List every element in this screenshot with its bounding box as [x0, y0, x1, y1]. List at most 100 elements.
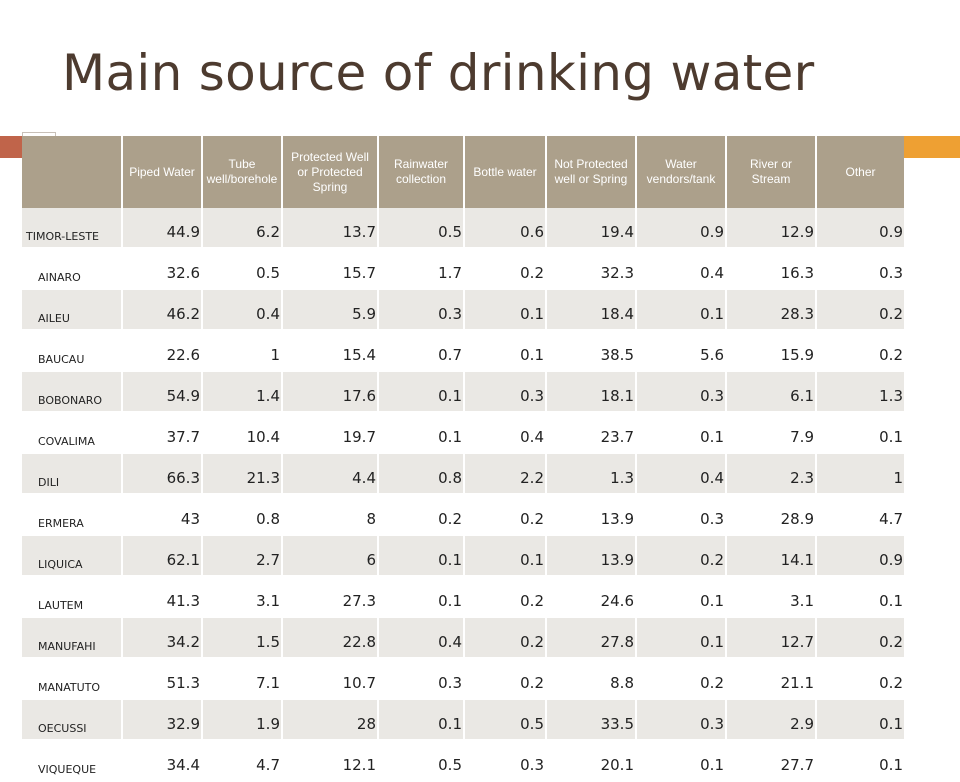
table-cell: 0.1: [378, 371, 465, 413]
column-header: Protected Well or Protected Spring: [282, 136, 379, 208]
table-cell: 24.6: [546, 576, 637, 618]
row-label: LAUTEM: [22, 576, 123, 618]
column-header: Not Protected well or Spring: [546, 136, 637, 208]
row-label: BOBONARO: [22, 371, 123, 413]
row-label: MANUFAHI: [22, 617, 123, 659]
table-cell: 0.3: [378, 658, 465, 700]
table-cell: 54.9: [122, 371, 203, 413]
table-cell: 1: [816, 453, 904, 495]
table-cell: 7.1: [202, 658, 283, 700]
table-cell: 0.4: [636, 248, 727, 290]
table-cell: 0.2: [816, 617, 904, 659]
table-cell: 34.4: [122, 740, 203, 782]
table-cell: 19.7: [282, 412, 379, 454]
table-cell: 0.4: [636, 453, 727, 495]
table-cell: 6: [282, 535, 379, 577]
table-cell: 0.1: [636, 412, 727, 454]
table-cell: 44.9: [122, 208, 203, 249]
table-cell: 0.2: [378, 494, 465, 536]
table-row: DILI 66.3 21.3 4.4 0.8 2.2 1.3 0.4 2.3 1: [22, 453, 904, 495]
table-cell: 0.3: [636, 371, 727, 413]
table-cell: 0.1: [378, 412, 465, 454]
table-row: AINARO 32.6 0.5 15.7 1.7 0.2 32.3 0.4 16.3 0.3: [22, 248, 904, 290]
table-row: BOBONARO 54.9 1.4 17.6 0.1 0.3 18.1 0.3 6.1 1.3: [22, 371, 904, 413]
table-cell: 7.9: [726, 412, 817, 454]
column-header: Rainwater collection: [378, 136, 465, 208]
table-cell: 32.3: [546, 248, 637, 290]
table-cell: 46.2: [122, 289, 203, 331]
table-cell: 0.2: [464, 617, 547, 659]
table-cell: 0.1: [816, 412, 904, 454]
header-row: Piped Water Tube well/borehole Protected W…: [22, 136, 904, 208]
table-cell: 0.9: [816, 208, 904, 249]
table-cell: 0.1: [816, 740, 904, 782]
table-cell: 62.1: [122, 535, 203, 577]
table-cell: 4.7: [202, 740, 283, 782]
table-cell: 0.5: [378, 208, 465, 249]
table-cell: 15.7: [282, 248, 379, 290]
row-label: AILEU: [22, 289, 123, 331]
table-cell: 3.1: [202, 576, 283, 618]
table-cell: 0.8: [202, 494, 283, 536]
table-cell: 0.5: [202, 248, 283, 290]
table-cell: 1.4: [202, 371, 283, 413]
table-row: MANUFAHI 34.2 1.5 22.8 0.4 0.2 27.8 0.1 12.7 0.2: [22, 617, 904, 659]
table-cell: 12.9: [726, 208, 817, 249]
table-cell: 0.3: [378, 289, 465, 331]
column-header-blank: [22, 136, 123, 208]
table-cell: 0.1: [636, 576, 727, 618]
table-cell: 14.1: [726, 535, 817, 577]
table-cell: 12.7: [726, 617, 817, 659]
table-cell: 3.1: [726, 576, 817, 618]
column-header: Piped Water: [122, 136, 203, 208]
table-cell: 19.4: [546, 208, 637, 249]
table-cell: 0.3: [636, 494, 727, 536]
table-cell: 0.2: [816, 289, 904, 331]
column-header: River or Stream: [726, 136, 817, 208]
table-cell: 28.3: [726, 289, 817, 331]
table-cell: 34.2: [122, 617, 203, 659]
table-cell: 0.2: [816, 330, 904, 372]
table-cell: 0.2: [636, 535, 727, 577]
table-cell: 1.7: [378, 248, 465, 290]
table-cell: 12.1: [282, 740, 379, 782]
table-cell: 66.3: [122, 453, 203, 495]
table-cell: 37.7: [122, 412, 203, 454]
table-cell: 15.9: [726, 330, 817, 372]
slide-title: Main source of drinking water: [62, 44, 815, 102]
table-cell: 0.4: [378, 617, 465, 659]
table-cell: 0.4: [202, 289, 283, 331]
table-cell: 5.9: [282, 289, 379, 331]
table-cell: 4.4: [282, 453, 379, 495]
row-label: COVALIMA: [22, 412, 123, 454]
row-label: BAUCAU: [22, 330, 123, 372]
accent-bar-rust: [0, 136, 22, 158]
table-cell: 1.3: [816, 371, 904, 413]
column-header: Tube well/borehole: [202, 136, 283, 208]
table-cell: 0.2: [464, 494, 547, 536]
table-cell: 10.7: [282, 658, 379, 700]
table-cell: 28.9: [726, 494, 817, 536]
table-row: ERMERA 43 0.8 8 0.2 0.2 13.9 0.3 28.9 4.7: [22, 494, 904, 536]
table-cell: 5.6: [636, 330, 727, 372]
table-cell: 0.4: [464, 412, 547, 454]
table-cell: 51.3: [122, 658, 203, 700]
table-cell: 16.3: [726, 248, 817, 290]
table-cell: 0.2: [464, 658, 547, 700]
table-cell: 0.6: [464, 208, 547, 249]
table-cell: 0.2: [464, 576, 547, 618]
row-label: DILI: [22, 453, 123, 495]
table-cell: 0.1: [464, 330, 547, 372]
table-cell: 0.1: [636, 289, 727, 331]
table-cell: 2.2: [464, 453, 547, 495]
table-cell: 0.3: [464, 371, 547, 413]
row-label: MANATUTO: [22, 658, 123, 700]
row-label: TIMOR-LESTE: [22, 208, 123, 249]
table-cell: 0.2: [464, 248, 547, 290]
table-cell: 0.1: [464, 535, 547, 577]
table-cell: 27.3: [282, 576, 379, 618]
table-cell: 1.5: [202, 617, 283, 659]
table-row: LAUTEM 41.3 3.1 27.3 0.1 0.2 24.6 0.1 3.1 0.1: [22, 576, 904, 618]
table-cell: 0.3: [816, 248, 904, 290]
table-cell: 0.5: [378, 740, 465, 782]
